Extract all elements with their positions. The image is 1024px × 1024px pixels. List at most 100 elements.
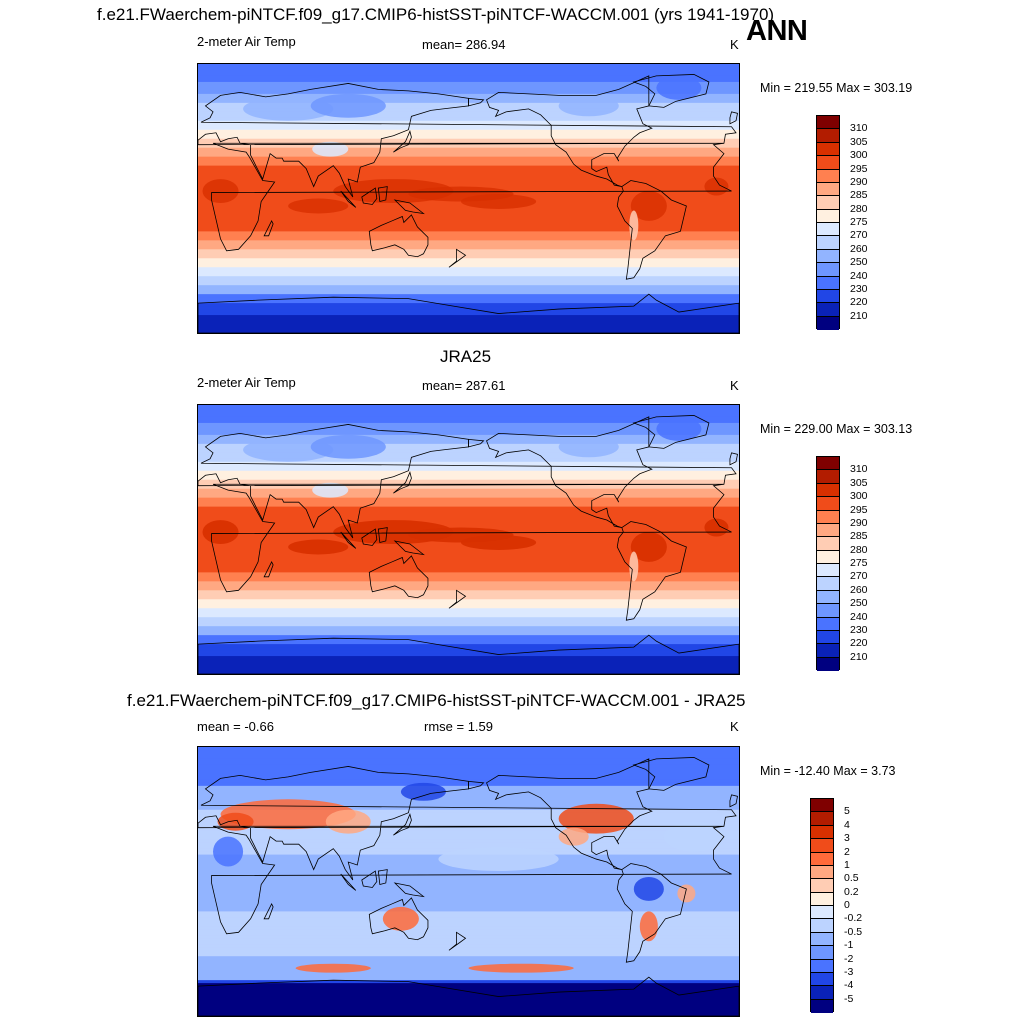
coastline: [393, 540, 425, 556]
colorbar-swatch: [817, 169, 839, 183]
colorbar-swatch: [811, 986, 833, 1000]
coastline: [198, 634, 739, 674]
colorbar-tick-label: 210: [850, 650, 868, 663]
map-field: [198, 747, 739, 1016]
colorbar-tick-label: 305: [850, 135, 868, 148]
coastline: [632, 74, 710, 108]
coastline: [361, 528, 378, 546]
colorbar-swatch: [817, 236, 839, 250]
colorbar-tick-label: 310: [850, 463, 868, 476]
coastline: [211, 825, 732, 935]
colorbar-tick-label: 250: [850, 597, 868, 610]
season-label: ANN: [746, 15, 808, 47]
coastline: [263, 561, 274, 578]
colorbar-tick-label: 5: [844, 805, 850, 818]
colorbar-tick-label: 275: [850, 216, 868, 228]
panel1-units: K: [730, 37, 739, 52]
colorbar-swatch: [811, 852, 833, 866]
panel1-variable: 2-meter Air Temp: [197, 34, 296, 49]
panel2-units: K: [730, 378, 739, 393]
colorbar-tick-label: -2: [844, 952, 854, 965]
colorbar-tick-label: 0: [844, 899, 850, 911]
colorbar-tick-label: 230: [850, 282, 868, 295]
panel1-minmax: Min = 219.55 Max = 303.19: [760, 81, 913, 95]
colorbar-swatch: [817, 657, 839, 671]
colorbar-swatch: [811, 972, 833, 987]
colorbar-swatch: [817, 564, 839, 578]
coastline: [198, 83, 737, 198]
colorbar-tick-label: 1: [844, 858, 850, 871]
colorbar-tick-label: 0.5: [844, 872, 859, 885]
panel3-title: f.e21.FWaerchem-piNTCF.f09_g17.CMIP6-his…: [127, 691, 746, 710]
colorbar-tick-label: 290: [850, 175, 868, 188]
colorbar-tick-label: 260: [850, 583, 868, 596]
colorbar-swatch: [817, 457, 839, 471]
map-field: [198, 64, 739, 333]
panel3-minmax: Min = -12.40 Max = 3.73: [760, 764, 896, 778]
colorbar-tick-label: 4: [844, 818, 850, 831]
colorbar-swatch: [811, 812, 833, 826]
colorbar-tick-label: 300: [850, 149, 868, 162]
coastline: [393, 199, 425, 215]
colorbar-tick-label: 275: [850, 557, 868, 569]
colorbar-tick-label: 220: [850, 637, 868, 650]
coastline: [632, 757, 710, 791]
colorbar-tick-label: 240: [850, 610, 868, 623]
colorbar-swatch: [811, 999, 833, 1013]
panel3-rmse: rmse = 1.59: [424, 719, 494, 734]
colorbar-swatch: [817, 249, 839, 264]
colorbar-tick-label: 250: [850, 256, 868, 269]
colorbar-tick-label: 300: [850, 490, 868, 503]
coastline: [486, 758, 653, 870]
colorbar-tick-label: 285: [850, 530, 868, 543]
coastline: [468, 438, 485, 448]
coastline: [198, 976, 739, 1016]
colorbar-tick-label: 310: [850, 122, 868, 135]
colorbar-swatch: [817, 316, 839, 330]
coastline: [729, 111, 738, 125]
colorbar-tick-label: 280: [850, 543, 868, 556]
panel2-map: [197, 404, 740, 675]
coastline: [361, 187, 378, 205]
colorbar-tick-label: 240: [850, 269, 868, 282]
coastline: [377, 869, 388, 885]
colorbar-tick-label: 3: [844, 832, 850, 845]
coastline: [616, 521, 687, 621]
colorbar-swatch: [817, 617, 839, 631]
colorbar-swatch: [811, 946, 833, 960]
coastline: [340, 531, 357, 549]
colorbar-tick-label: -1: [844, 939, 854, 952]
panel1-title: f.e21.FWaerchem-piNTCF.f09_g17.CMIP6-his…: [97, 5, 775, 24]
colorbar-swatch: [817, 577, 839, 591]
colorbar-swatch: [817, 604, 839, 618]
panel1-mean: mean= 286.94: [422, 37, 506, 52]
colorbar-tick-label: 290: [850, 516, 868, 529]
panel2-colorbar: [816, 456, 840, 671]
panel2-variable: 2-meter Air Temp: [197, 375, 296, 390]
panel3-colorbar: [810, 798, 834, 1013]
map-field: [198, 405, 739, 674]
panel3-units: K: [730, 719, 739, 734]
coastline: [263, 903, 274, 920]
colorbar-swatch: [811, 825, 833, 840]
coastline: [377, 527, 388, 543]
colorbar-swatch: [817, 523, 839, 538]
colorbar-swatch: [811, 932, 833, 947]
colorbar-swatch: [817, 209, 839, 223]
colorbar-swatch: [817, 156, 839, 170]
colorbar-tick-label: 260: [850, 242, 868, 255]
coastline: [393, 471, 412, 494]
colorbar-tick-label: -0.2: [844, 912, 863, 925]
coastline: [198, 766, 737, 881]
colorbar-swatch: [817, 550, 839, 564]
coastline: [616, 180, 687, 280]
coastline: [468, 780, 485, 790]
colorbar-swatch: [817, 497, 839, 511]
coastline: [448, 589, 467, 609]
panel2-title: JRA25: [440, 347, 492, 366]
colorbar-swatch: [811, 799, 833, 813]
coastline: [211, 142, 732, 252]
colorbar-swatch: [817, 196, 839, 210]
colorbar-swatch: [817, 644, 839, 658]
coastline: [468, 97, 485, 107]
